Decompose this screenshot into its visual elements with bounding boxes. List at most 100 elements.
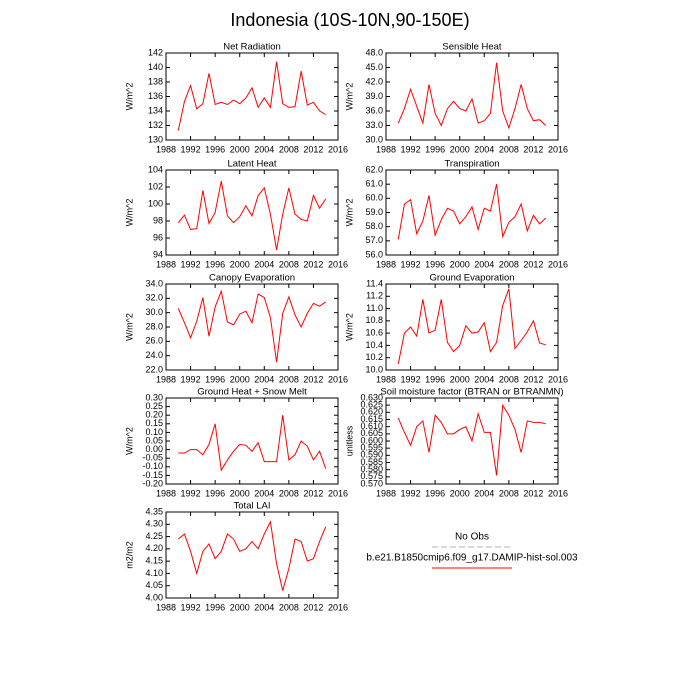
y-tick-label: -0.05 [142,453,163,463]
plot-frame [165,169,339,256]
plot-frame [165,397,339,485]
plot-frame [385,169,559,256]
panel-title: Ground Evaporation [429,273,514,284]
x-tick-label: 2004 [254,602,274,612]
y-tick-label: 0.625 [360,400,383,410]
y-tick-label: 26.0 [145,336,163,346]
y-tick-label: -0.20 [142,478,163,488]
x-tick-label: 2000 [230,488,250,498]
x-tick-label: 2012 [523,374,543,384]
y-tick-label: 98 [153,215,163,225]
y-tick-label: 42.0 [365,76,383,86]
y-tick-label: 0.570 [360,478,383,488]
y-tick-label: 10.8 [365,315,383,325]
y-axis-label: W/m^2 [344,83,354,111]
x-tick-label: 1988 [156,259,176,269]
panel-title: Total LAI [234,501,271,512]
y-tick-label: 130 [148,134,163,144]
x-tick-label: 2012 [303,144,323,154]
x-tick-label: 2008 [279,144,299,154]
data-line [178,415,327,472]
y-tick-label: 0.15 [145,418,163,428]
x-tick-label: 1996 [425,488,445,498]
x-tick-label: 2012 [303,259,323,269]
panel-title: Transpiration [444,159,499,170]
y-axis-label: W/m^2 [124,199,134,227]
x-tick-label: 2016 [548,259,568,269]
x-tick-label: 1988 [376,259,396,269]
y-tick-label: 10.0 [365,364,383,374]
y-tick-label: 0.630 [360,392,383,402]
y-tick-label: 10.4 [365,340,383,350]
x-tick-label: 1996 [205,259,225,269]
x-tick-label: 1996 [425,144,445,154]
x-tick-label: 2004 [474,488,494,498]
x-tick-label: 1996 [425,374,445,384]
y-tick-label: 100 [148,198,163,208]
x-tick-label: 2008 [279,374,299,384]
x-tick-label: 2004 [254,488,274,498]
data-line [397,184,547,240]
y-tick-label: 0.00 [145,444,163,454]
x-tick-label: 1996 [205,374,225,384]
y-tick-label: 134 [148,105,163,115]
y-axis-label: W/m^2 [124,313,134,341]
y-tick-label: 32.0 [145,293,163,303]
x-tick-label: 2004 [254,374,274,384]
x-tick-label: 2004 [474,259,494,269]
y-tick-label: 4.05 [145,580,163,590]
y-tick-label: 4.00 [145,592,163,602]
x-tick-label: 1988 [156,144,176,154]
x-tick-label: 2004 [254,144,274,154]
x-tick-label: 2008 [499,374,519,384]
y-tick-label: 10.6 [365,328,383,338]
y-axis-label: W/m^2 [124,83,134,111]
x-tick-label: 1992 [401,259,421,269]
y-tick-label: 58.0 [365,221,383,231]
y-axis-label: unitless [344,425,354,456]
data-line [397,62,547,130]
y-tick-label: 62.0 [365,164,383,174]
y-axis-label: m2/m2 [124,541,134,569]
y-tick-label: 60.0 [365,193,383,203]
x-tick-label: 1988 [156,602,176,612]
plot-frame [165,283,339,371]
legend-label: b.e21.B1850cmip6.f09_g17.DAMIP-hist-sol.… [366,553,578,564]
x-tick-label: 2000 [230,259,250,269]
y-tick-label: 0.620 [360,407,383,417]
x-tick-label: 1988 [156,374,176,384]
y-tick-label: 34.0 [145,278,163,288]
figure-title: Indonesia (10S-10N,90-150E) [230,10,469,30]
x-tick-label: 2012 [523,488,543,498]
x-tick-label: 1996 [205,602,225,612]
x-tick-label: 1992 [181,144,201,154]
x-tick-label: 2016 [328,259,348,269]
y-tick-label: -0.15 [142,470,163,480]
y-tick-label: 4.10 [145,568,163,578]
panel-title: Canopy Evaporation [209,273,295,284]
x-tick-label: 2000 [450,259,470,269]
x-tick-label: 2012 [523,144,543,154]
y-tick-label: 22.0 [145,364,163,374]
plot-frame [165,511,339,599]
data-line [177,180,327,250]
y-tick-label: 30.0 [365,134,383,144]
y-axis-label: W/m^2 [124,427,134,455]
y-tick-label: 24.0 [145,350,163,360]
legend-label: No Obs [455,532,489,543]
x-tick-label: 1992 [401,144,421,154]
x-tick-label: 1988 [376,374,396,384]
y-tick-label: 0.575 [360,471,383,481]
x-tick-label: 2004 [254,259,274,269]
y-tick-label: 36.0 [365,105,383,115]
y-tick-label: 0.595 [360,443,383,453]
y-tick-label: 0.25 [145,401,163,411]
x-tick-label: 1988 [156,488,176,498]
x-tick-label: 1988 [376,488,396,498]
x-tick-label: 2000 [230,374,250,384]
x-tick-label: 2008 [279,602,299,612]
x-tick-label: 1988 [376,144,396,154]
data-line [177,61,326,131]
x-tick-label: 2008 [499,488,519,498]
x-tick-label: 2004 [474,144,494,154]
